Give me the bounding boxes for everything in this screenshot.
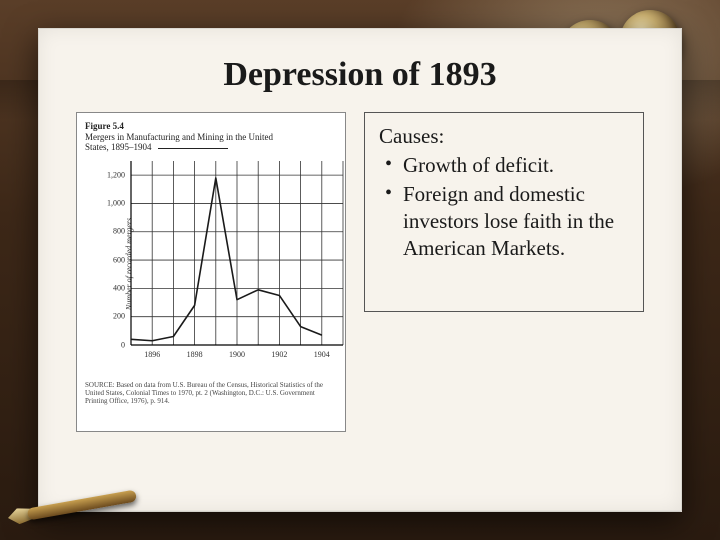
chart-y-tick: 800: [99, 227, 125, 236]
chart-x-tick: 1900: [229, 350, 245, 359]
chart-x-tick: 1896: [144, 350, 160, 359]
chart-y-tick: 0: [99, 340, 125, 349]
slide-paper: Depression of 1893 Figure 5.4 Mergers in…: [38, 28, 682, 512]
causes-box: Causes: Growth of deficit. Foreign and d…: [364, 112, 644, 312]
content-row: Figure 5.4 Mergers in Manufacturing and …: [72, 112, 648, 432]
causes-heading: Causes:: [379, 123, 631, 150]
figure-caption-line1: Mergers in Manufacturing and Mining in t…: [85, 132, 273, 142]
figure-caption-line2: States, 1895–1904: [85, 142, 152, 152]
desk-background: Depression of 1893 Figure 5.4 Mergers in…: [0, 0, 720, 540]
causes-item: Growth of deficit.: [385, 152, 631, 179]
chart-area: Number of recorded mergers 2004006008001…: [85, 155, 337, 373]
chart-y-tick: 200: [99, 312, 125, 321]
figure-caption-underline: [158, 148, 228, 149]
causes-list: Growth of deficit. Foreign and domestic …: [379, 152, 631, 262]
figure-label: Figure 5.4: [85, 121, 337, 131]
figure-caption: Mergers in Manufacturing and Mining in t…: [85, 132, 337, 153]
slide-title: Depression of 1893: [72, 56, 648, 94]
causes-item: Foreign and domestic investors lose fait…: [385, 181, 631, 262]
chart-x-tick: 1898: [187, 350, 203, 359]
figure-source: SOURCE: Based on data from U.S. Bureau o…: [85, 381, 337, 405]
chart-y-tick: 1,000: [99, 199, 125, 208]
chart-x-tick: 1904: [314, 350, 330, 359]
chart-svg: [129, 159, 349, 359]
chart-x-tick: 1902: [271, 350, 287, 359]
chart-y-tick: 400: [99, 284, 125, 293]
figure-box: Figure 5.4 Mergers in Manufacturing and …: [76, 112, 346, 432]
chart-y-tick: 600: [99, 255, 125, 264]
chart-y-tick: 1,200: [99, 170, 125, 179]
